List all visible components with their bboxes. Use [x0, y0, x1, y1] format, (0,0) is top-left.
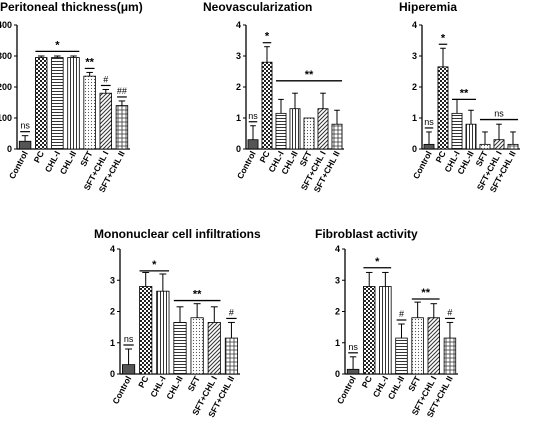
significance-label: ns: [348, 342, 358, 352]
y-tick-label: 3: [412, 51, 417, 61]
y-tick-label: 3: [110, 275, 115, 285]
bar: [115, 105, 129, 150]
bar: [261, 61, 273, 150]
bar: [437, 66, 449, 150]
significance-label: **: [85, 56, 94, 68]
bar: [423, 143, 435, 150]
bar: [443, 337, 457, 375]
significance-label: #: [399, 309, 404, 319]
bar: [51, 57, 64, 150]
y-tick-label: 1: [236, 113, 241, 123]
bar: [35, 57, 48, 150]
y-tick-label: 4: [412, 20, 417, 30]
y-tick-label: 0: [412, 144, 417, 154]
y-tick-label: 100: [0, 113, 12, 123]
significance-label: ##: [117, 86, 127, 96]
bar: [173, 322, 187, 375]
bar: [395, 337, 408, 375]
y-tick-label: 0: [7, 144, 12, 154]
bar: [493, 139, 505, 150]
y-tick-label: 200: [0, 82, 12, 92]
y-tick-label: 2: [110, 307, 115, 317]
bar: [207, 322, 221, 375]
significance-label: *: [152, 259, 157, 271]
y-tick-label: 1: [110, 338, 115, 348]
y-tick-label: 3: [236, 51, 241, 61]
chart-mononuclear-cell-infiltrations: Mononuclear cell infiltrations 01234Cont…: [94, 227, 261, 419]
bar: [18, 140, 32, 150]
bar: [275, 112, 287, 150]
significance-label: **: [421, 287, 430, 299]
y-tick-label: 2: [236, 82, 241, 92]
bar: [465, 123, 477, 150]
bar: [331, 123, 343, 150]
y-tick-label: 4: [335, 244, 340, 254]
bar: [139, 286, 153, 375]
chart-peritoneal-thickness: Peritoneal thickness(μm) 0100200300400Co…: [0, 0, 143, 194]
bar: [451, 112, 463, 150]
significance-label: *: [375, 256, 380, 268]
y-tick-label: 2: [335, 307, 340, 317]
bar: [479, 143, 491, 150]
bar: [427, 317, 440, 375]
bar: [346, 368, 360, 375]
significance-label: *: [441, 32, 446, 44]
significance-label: ns: [424, 117, 434, 127]
bar: [67, 57, 80, 150]
bar: [83, 75, 96, 150]
y-tick-label: 4: [236, 20, 241, 30]
chart-title: Peritoneal thickness(μm): [0, 0, 143, 14]
category-label: PC: [32, 149, 46, 164]
y-tick-label: 1: [335, 338, 340, 348]
bar: [317, 108, 329, 150]
significance-label: *: [265, 31, 270, 43]
category-label: CHL-II: [164, 374, 185, 401]
significance-label: #: [229, 307, 234, 317]
bar: [507, 143, 519, 150]
chart-title: Fibroblast activity: [315, 227, 418, 241]
y-tick-label: 2: [412, 82, 417, 92]
bar: [224, 337, 238, 375]
y-tick-label: 1: [412, 113, 417, 123]
bar: [156, 290, 170, 375]
bar: [363, 286, 376, 375]
chart-title: Mononuclear cell infiltrations: [94, 227, 261, 241]
bar: [99, 92, 112, 150]
y-tick-label: 400: [0, 20, 12, 30]
bar: [289, 108, 301, 150]
y-tick-label: 0: [236, 144, 241, 154]
chart-title: Hiperemia: [399, 0, 457, 14]
category-label: PC: [257, 149, 271, 164]
chart-title: Neovascularization: [203, 0, 312, 14]
category-label: PC: [433, 149, 447, 164]
y-tick-label: 0: [335, 369, 340, 379]
bar: [379, 286, 392, 375]
category-label: PC: [136, 374, 150, 389]
significance-label: ns: [494, 109, 504, 119]
category-label: PC: [360, 374, 374, 389]
significance-label: **: [193, 289, 202, 301]
significance-label: **: [305, 69, 314, 81]
bar: [247, 139, 259, 150]
bar: [190, 317, 204, 375]
bar: [411, 317, 424, 375]
y-tick-label: 300: [0, 51, 12, 61]
significance-label: #: [103, 74, 108, 84]
significance-label: #: [447, 307, 452, 317]
bar: [303, 117, 315, 150]
significance-label: *: [55, 39, 60, 51]
bar: [122, 364, 136, 375]
category-label: SFT: [186, 374, 203, 394]
y-tick-label: 3: [335, 275, 340, 285]
significance-label: **: [460, 87, 469, 99]
significance-label: ns: [20, 121, 30, 131]
y-tick-label: 4: [110, 244, 115, 254]
significance-label: ns: [248, 111, 258, 121]
y-tick-label: 0: [110, 369, 115, 379]
significance-label: ns: [124, 334, 134, 344]
